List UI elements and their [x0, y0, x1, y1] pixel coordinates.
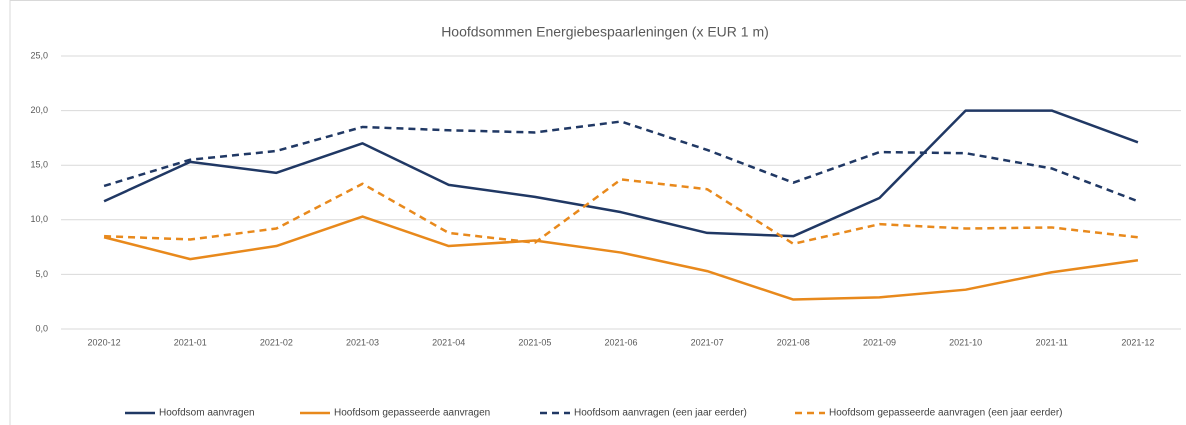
y-tick-label: 0,0	[35, 323, 48, 333]
legend-label: Hoofdsom gepasseerde aanvragen	[334, 408, 490, 419]
x-tick-label: 2021-02	[260, 337, 293, 347]
x-tick-label: 2020-12	[88, 337, 121, 347]
x-tick-label: 2021-11	[1036, 337, 1068, 347]
x-tick-label: 2021-07	[691, 337, 724, 347]
series-line	[103, 215, 1139, 301]
legend-label: Hoofdsom gepasseerde aanvragen (een jaar…	[829, 408, 1062, 419]
legend-label: Hoofdsom aanvragen	[159, 408, 255, 419]
x-tick-label: 2021-05	[518, 337, 551, 347]
y-tick-label: 15,0	[30, 160, 48, 170]
x-tick-label: 2021-01	[174, 337, 207, 347]
y-tick-label: 5,0	[35, 269, 48, 279]
series-line	[104, 178, 1139, 246]
x-tick-label: 2021-03	[346, 337, 379, 347]
series-line	[103, 120, 1139, 203]
x-tick-label: 2021-08	[777, 337, 810, 347]
x-tick-label: 2021-06	[604, 337, 637, 347]
x-tick-label: 2021-10	[949, 337, 982, 347]
legend-label: Hoofdsom aanvragen (een jaar eerder)	[574, 408, 747, 419]
x-tick-label: 2021-09	[863, 337, 896, 347]
y-tick-label: 10,0	[30, 214, 48, 224]
y-tick-label: 25,0	[30, 50, 48, 60]
y-tick-label: 20,0	[30, 105, 48, 115]
chart-title: Hoofdsommen Energiebespaarleningen (x EU…	[441, 24, 769, 40]
x-tick-label: 2021-04	[432, 337, 465, 347]
x-tick-label: 2021-12	[1121, 337, 1154, 347]
series-line	[103, 109, 1139, 238]
